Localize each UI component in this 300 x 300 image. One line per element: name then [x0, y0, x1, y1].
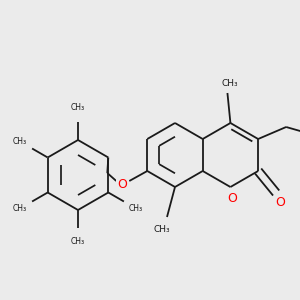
Text: CH₃: CH₃: [71, 238, 85, 247]
Text: CH₃: CH₃: [129, 204, 143, 213]
Text: O: O: [227, 193, 237, 206]
Text: CH₃: CH₃: [13, 204, 27, 213]
Text: CH₃: CH₃: [13, 137, 27, 146]
Text: O: O: [275, 196, 285, 209]
Text: CH₃: CH₃: [221, 79, 238, 88]
Text: O: O: [117, 178, 127, 191]
Text: CH₃: CH₃: [154, 224, 170, 233]
Text: CH₃: CH₃: [71, 103, 85, 112]
